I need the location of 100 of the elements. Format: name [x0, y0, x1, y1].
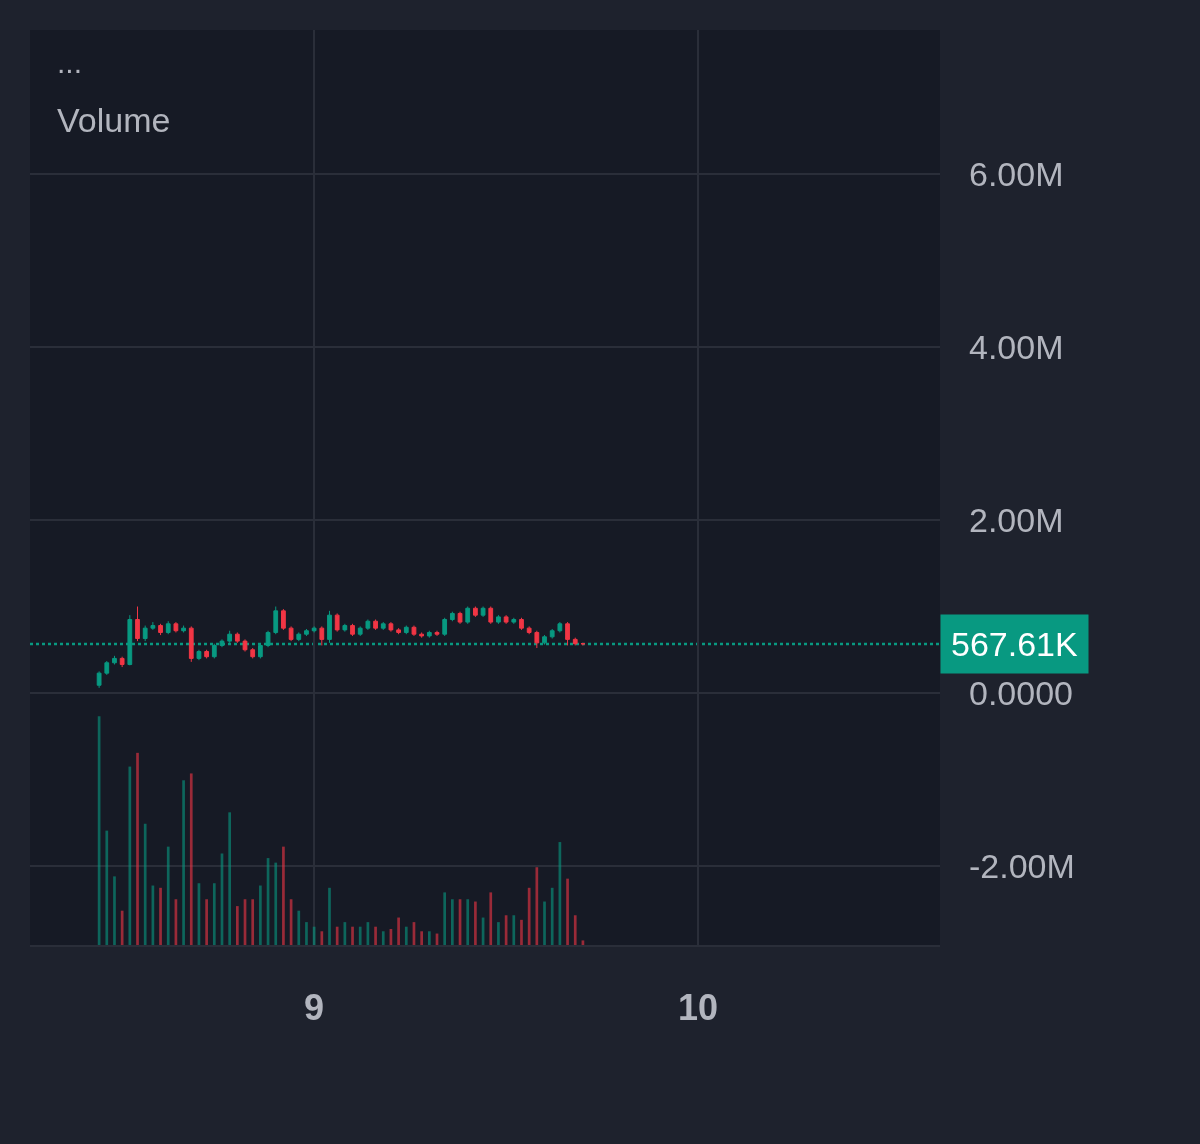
- candlestick: [403, 625, 409, 635]
- bar: [397, 917, 400, 945]
- bar: [335, 926, 339, 945]
- bar: [274, 862, 278, 945]
- bar: [120, 910, 124, 945]
- bar: [320, 931, 324, 945]
- candlestick: [442, 617, 448, 637]
- bar: [143, 823, 147, 945]
- bar: [328, 887, 331, 945]
- bar: [205, 899, 208, 945]
- candlestick: [296, 631, 302, 642]
- candlestick: [319, 625, 325, 646]
- candlestick: [250, 647, 256, 659]
- y-tick-label: 2.00M: [969, 500, 1064, 539]
- candlestick: [465, 606, 471, 625]
- bar: [251, 899, 255, 945]
- bar: [381, 931, 385, 945]
- annotation: ...: [57, 46, 83, 79]
- bar: [566, 878, 569, 945]
- candlestick: [304, 628, 309, 637]
- bar: [351, 926, 354, 945]
- candlestick: [426, 630, 432, 639]
- candlestick: [150, 621, 156, 631]
- candlestick: [511, 617, 517, 625]
- candlestick: [350, 623, 355, 637]
- candlestick: [311, 625, 317, 633]
- candlestick: [496, 614, 501, 625]
- candlestick: [457, 611, 463, 625]
- candlestick: [334, 612, 340, 633]
- bar: [282, 846, 285, 945]
- candlestick: [572, 637, 578, 646]
- bar: [212, 883, 216, 945]
- bar: [427, 931, 431, 945]
- candlestick: [519, 617, 524, 631]
- candlestick: [373, 619, 378, 631]
- candlestick: [288, 625, 294, 642]
- bar: [128, 766, 132, 945]
- candlestick: [196, 649, 202, 661]
- bar: [404, 926, 408, 945]
- x-tick-label: 9: [304, 987, 325, 1029]
- ref-line-label: 567.61K: [951, 625, 1078, 663]
- chart-title: Volume: [57, 101, 171, 139]
- bar: [520, 919, 523, 945]
- y-tick-label: 6.00M: [969, 154, 1064, 193]
- bar: [105, 830, 109, 945]
- bar: [358, 926, 362, 945]
- candlestick: [234, 631, 240, 644]
- candlestick: [380, 621, 386, 631]
- candlestick: [204, 649, 210, 659]
- candlestick: [503, 614, 509, 625]
- bar: [182, 780, 185, 945]
- bar: [543, 901, 546, 945]
- y-tick-label: 4.00M: [969, 327, 1064, 366]
- candlestick: [488, 606, 494, 625]
- candlestick: [396, 627, 401, 635]
- candlestick: [273, 606, 279, 635]
- candlestick: [104, 660, 110, 676]
- y-tick-label: -2.00M: [969, 846, 1075, 885]
- candlestick: [158, 623, 163, 636]
- candlestick: [388, 621, 394, 633]
- candlestick: [188, 625, 194, 663]
- bar: [259, 885, 262, 945]
- bar: [420, 931, 423, 945]
- candlestick: [173, 621, 179, 633]
- candlestick: [242, 638, 248, 652]
- bar: [535, 867, 539, 945]
- bar: [236, 906, 239, 945]
- bar: [474, 901, 477, 945]
- candlestick: [565, 621, 570, 646]
- candlestick: [181, 625, 186, 633]
- candlestick: [281, 608, 286, 631]
- bar: [113, 876, 116, 945]
- bar: [497, 922, 500, 945]
- bar: [451, 899, 454, 945]
- bar: [443, 892, 447, 945]
- bar: [189, 773, 193, 945]
- bar: [166, 846, 170, 945]
- candlestick: [411, 625, 417, 637]
- y-tick-label: 0.0000: [969, 673, 1073, 712]
- bar: [297, 910, 301, 945]
- bar: [573, 915, 577, 945]
- bar: [527, 887, 531, 945]
- bar: [136, 752, 139, 945]
- candlestick: [449, 611, 455, 622]
- bar: [228, 812, 232, 945]
- candlestick: [135, 606, 140, 642]
- candlestick: [342, 623, 348, 633]
- candlestick: [534, 630, 540, 649]
- bar: [489, 892, 493, 945]
- bar: [305, 922, 308, 945]
- candlestick: [473, 606, 478, 618]
- bar: [550, 887, 554, 945]
- bar: [466, 899, 470, 945]
- candlestick: [480, 606, 486, 618]
- candlestick: [119, 656, 125, 668]
- candlestick: [526, 625, 532, 635]
- candlestick: [327, 610, 332, 644]
- bar: [374, 926, 377, 945]
- candlestick: [142, 625, 148, 642]
- candlestick: [112, 655, 117, 665]
